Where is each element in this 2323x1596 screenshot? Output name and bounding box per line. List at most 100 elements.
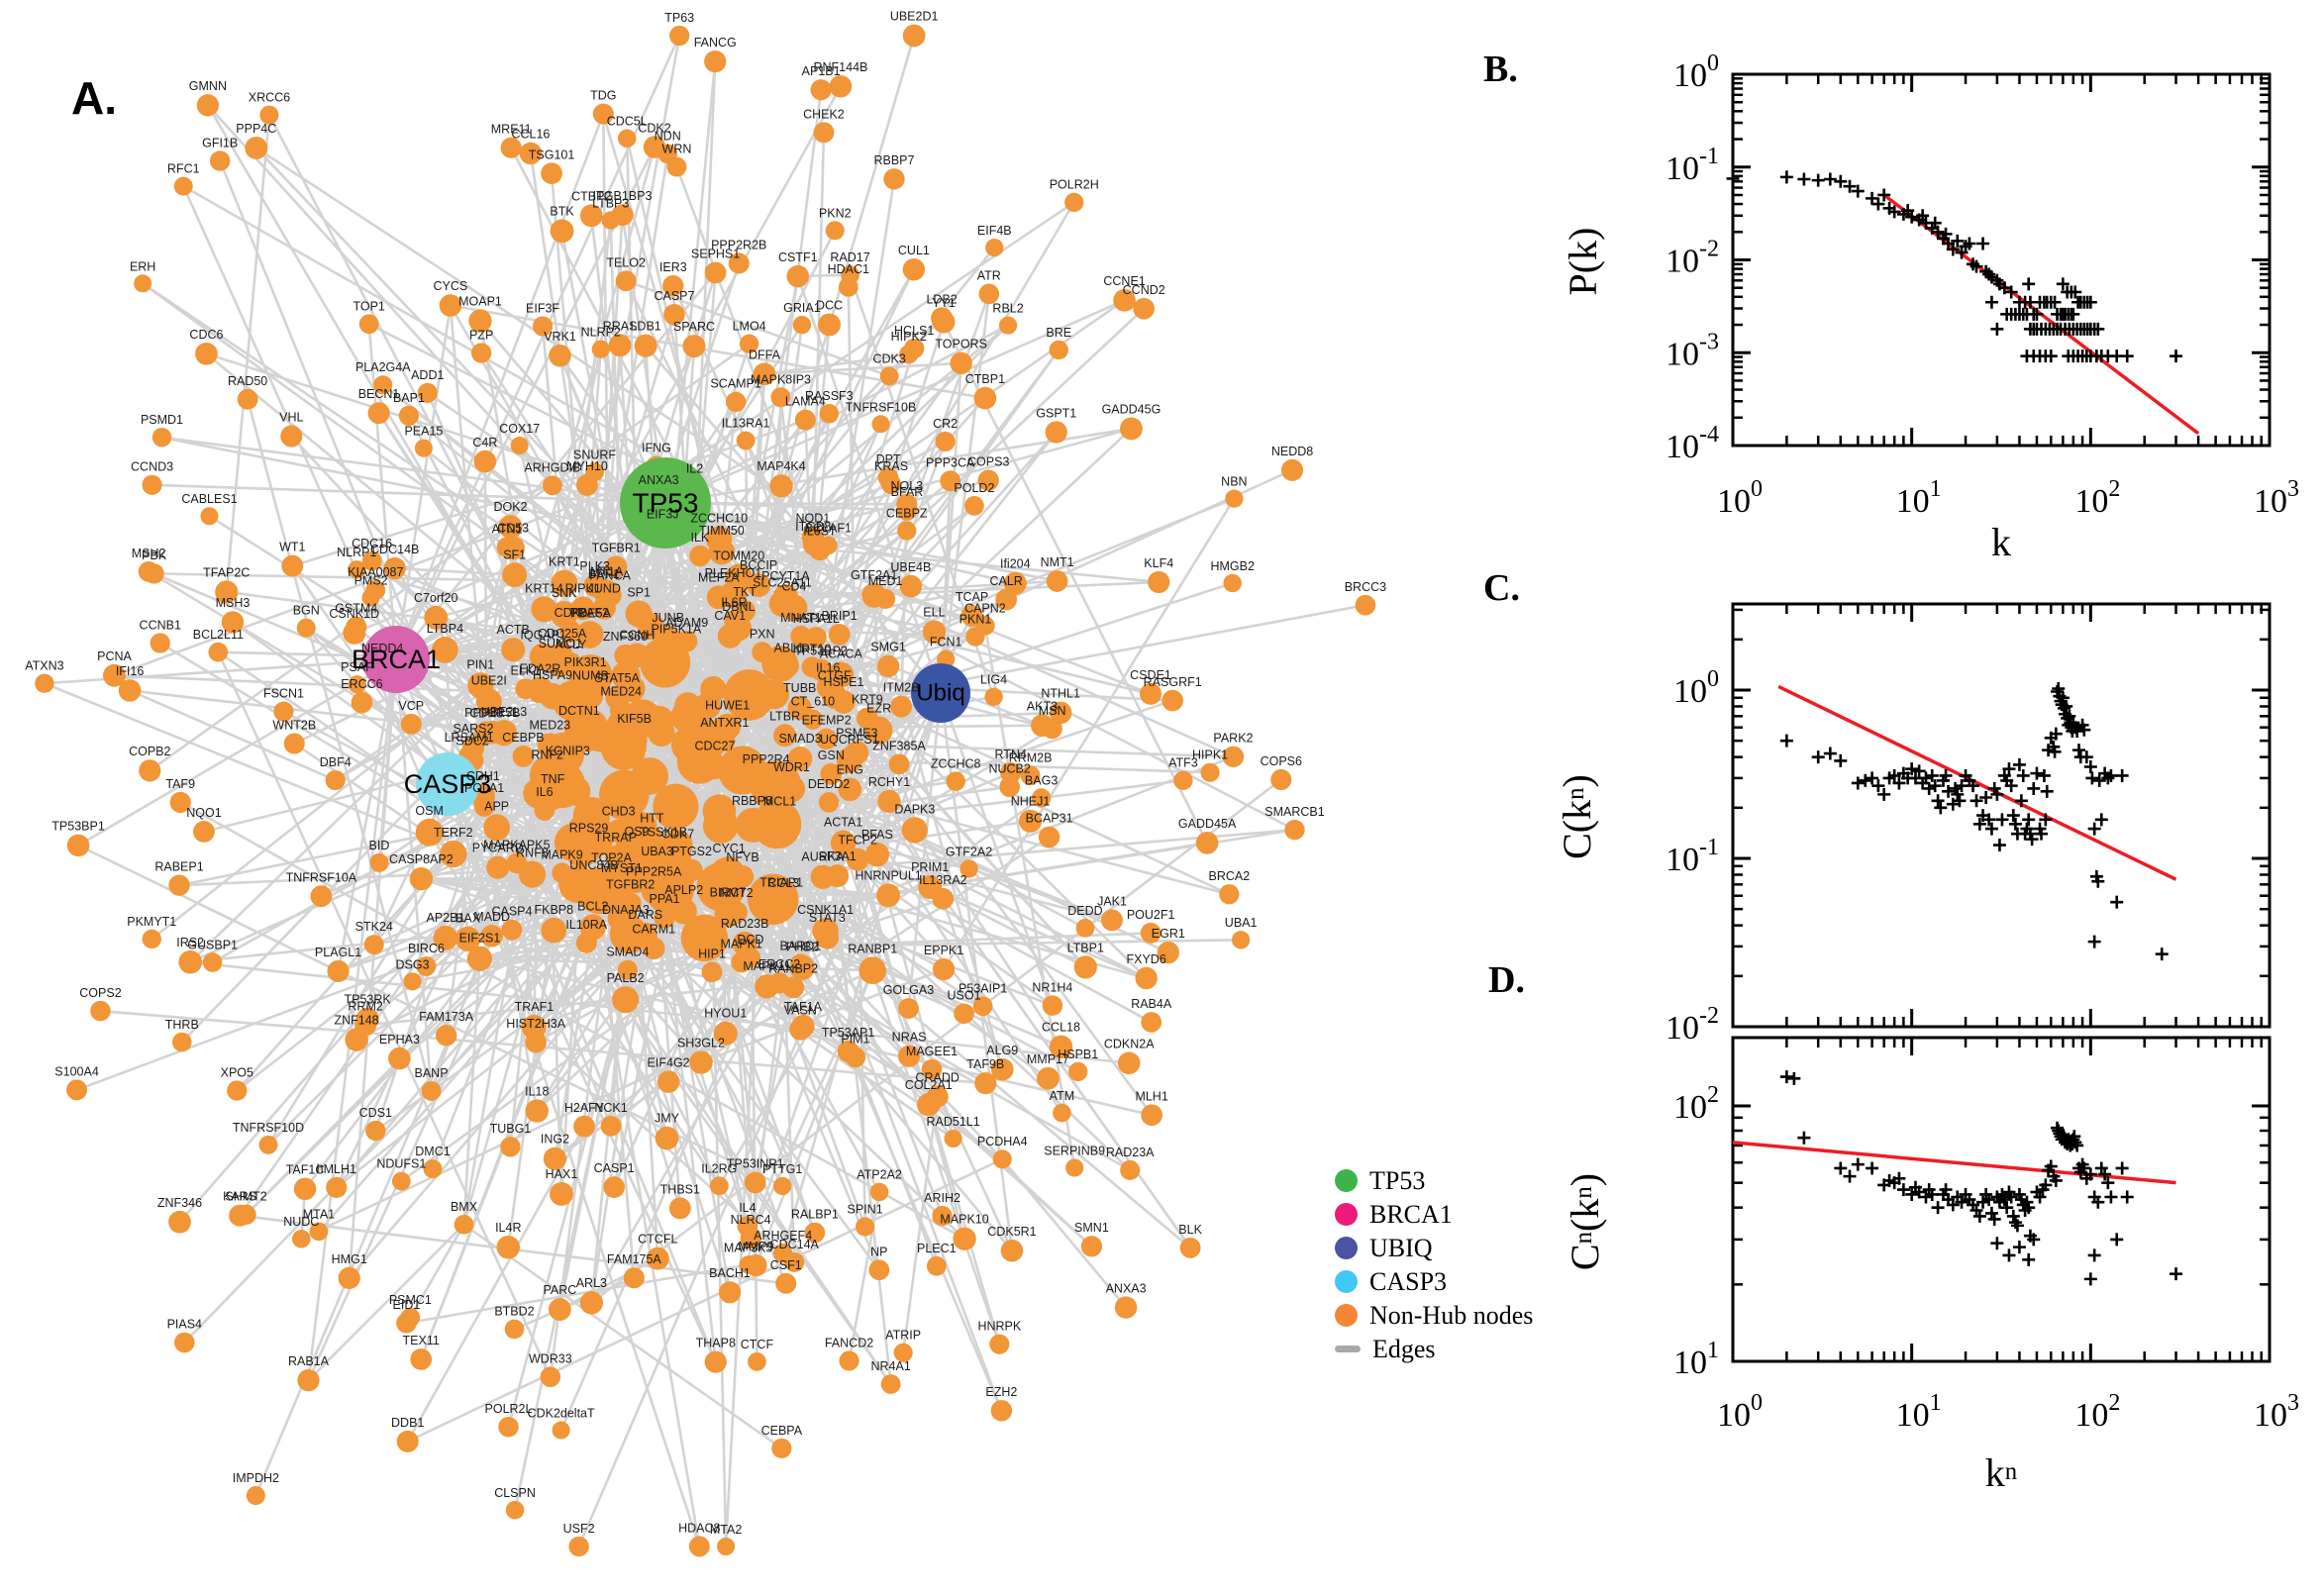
node-label: TCAP	[956, 590, 988, 604]
casp3-swatch-icon	[1335, 1270, 1358, 1293]
node-label: ACTA1	[824, 816, 862, 830]
node-label: IL6	[536, 785, 553, 799]
network-node	[883, 168, 905, 190]
node-label: SHMT2	[225, 1190, 266, 1204]
network-node	[1075, 919, 1095, 938]
network-node	[662, 274, 684, 297]
node-label: RANBP1	[848, 942, 897, 955]
node-label: LTBP1	[1067, 941, 1104, 954]
network-node	[466, 946, 493, 971]
node-label: CSF1	[770, 1258, 802, 1272]
network-node	[921, 1058, 943, 1080]
network-edge	[591, 927, 682, 1209]
network-node	[717, 1537, 736, 1556]
network-node	[1355, 594, 1376, 616]
network-node	[618, 675, 646, 703]
node-label: MSH3	[216, 596, 251, 610]
node-label: POLR2L	[485, 1402, 533, 1416]
network-node	[550, 1182, 573, 1206]
network-node	[1141, 1104, 1162, 1127]
network-node	[999, 776, 1020, 797]
node-label: CSNK1A1	[797, 903, 854, 917]
network-edge	[307, 1223, 465, 1382]
node-label: ITM2B	[883, 681, 920, 695]
plus-marker	[1726, 171, 1740, 185]
node-label: CDS1	[359, 1106, 392, 1120]
node-label: PARK2	[1213, 732, 1253, 746]
node-label: TRAF1	[515, 1000, 555, 1014]
tick-label: 103	[2254, 1390, 2299, 1434]
node-label: CABLES1	[181, 492, 237, 506]
plus-marker	[1931, 225, 1945, 239]
node-label: SMN1	[1074, 1221, 1109, 1235]
network-node	[367, 402, 390, 425]
network-node	[828, 623, 851, 646]
network-node	[790, 953, 811, 974]
node-label: CCL16	[511, 128, 550, 142]
plus-marker	[1990, 1237, 2004, 1250]
network-node	[388, 1047, 411, 1070]
node-label: GTF2A1	[851, 568, 897, 582]
network-edge	[409, 1224, 465, 1319]
network-node	[1020, 765, 1041, 786]
node-label: EPPK1	[924, 944, 963, 957]
network-edge	[849, 274, 995, 698]
plot-frame	[1731, 602, 2272, 1029]
network-node	[1042, 995, 1063, 1016]
hub-edge	[796, 275, 943, 694]
network-edge	[462, 958, 481, 1225]
plus-marker	[2022, 277, 2036, 291]
network-node	[1117, 1051, 1141, 1075]
network-node	[1162, 689, 1183, 712]
network-node	[142, 929, 161, 949]
plus-marker	[2049, 1173, 2063, 1187]
plus-marker	[1779, 170, 1793, 184]
network-node	[637, 612, 664, 640]
network-node	[995, 588, 1017, 611]
hub-edge	[664, 299, 1126, 505]
network-node	[617, 802, 645, 830]
plus-marker	[1982, 813, 1996, 827]
plus-marker	[1896, 1183, 1910, 1197]
network-node	[518, 860, 547, 888]
node-label: BFAR	[891, 485, 924, 499]
network-node	[813, 122, 835, 144]
network-edge	[225, 114, 271, 593]
plus-marker	[1877, 188, 1891, 202]
node-label: CDC6	[189, 328, 223, 342]
plus-marker	[2027, 1233, 2041, 1247]
node-label: UBE2D1	[890, 10, 939, 24]
node-label: VHL	[279, 411, 303, 425]
node-label: SMARCB1	[1264, 805, 1324, 819]
node-label: TOP2A	[591, 851, 632, 865]
network-node	[702, 808, 739, 844]
network-node	[1280, 458, 1304, 481]
node-label: ANTXR1	[700, 716, 749, 730]
network-node	[550, 219, 574, 244]
node-label: TOPORS	[935, 338, 987, 351]
node-label: NDUFS1	[376, 1157, 426, 1171]
network-node	[992, 1149, 1012, 1169]
node-label: RRAS	[603, 319, 638, 333]
node-label: HSPA1L	[793, 612, 840, 626]
plus-marker	[1823, 172, 1837, 186]
legend-label: CASP3	[1369, 1266, 1448, 1296]
network-edge	[553, 929, 627, 1001]
node-label: BAG3	[1025, 773, 1058, 787]
node-label: ATM	[1050, 1089, 1074, 1103]
plus-marker	[1984, 822, 1998, 836]
node-label: Ifi204	[1000, 557, 1031, 571]
node-label: PLAGL1	[315, 946, 361, 959]
network-node	[660, 829, 693, 861]
node-label: SP1	[627, 585, 651, 599]
node-label: ABL1	[774, 642, 805, 655]
network-node	[543, 1147, 567, 1170]
plus-marker	[1967, 779, 1980, 793]
node-label: MAP3K5	[724, 1241, 772, 1254]
network-node	[245, 136, 268, 159]
network-node	[605, 555, 628, 578]
node-label: GUSBP1	[187, 938, 238, 951]
network-edge	[161, 436, 912, 588]
hub-edge	[446, 484, 589, 785]
node-label: HSPE1	[823, 675, 863, 689]
